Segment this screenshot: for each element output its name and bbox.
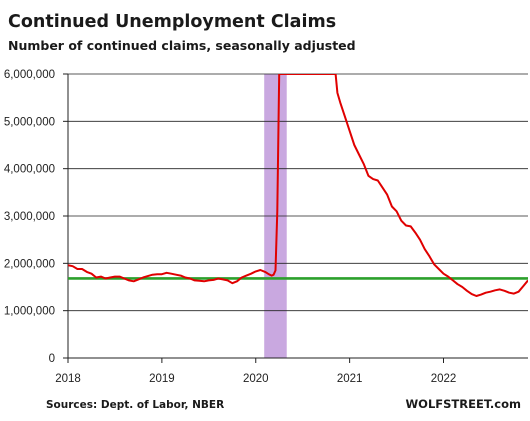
y-tick-label: 5,000,000: [4, 116, 55, 128]
x-tick-label: 2019: [149, 373, 175, 385]
y-tick-label: 2,000,000: [4, 258, 55, 270]
brand-label: WOLFSTREET.com: [405, 397, 521, 411]
x-tick-label: 2021: [337, 373, 363, 385]
y-tick-label: 4,000,000: [4, 164, 55, 176]
plot-area: 0 1,000,000 2,000,000 3,000,000 4,000,000 5,0…: [4, 69, 528, 385]
x-tick-label: 2020: [243, 373, 269, 385]
y-tick-label: 0: [49, 353, 55, 365]
y-tick-label: 6,000,000: [4, 69, 55, 81]
chart-subtitle: Number of continued claims, seasonally a…: [8, 38, 356, 53]
source-note: Sources: Dept. of Labor, NBER: [46, 399, 224, 411]
x-tick-label: 2018: [55, 373, 81, 385]
series-line: [68, 74, 528, 297]
y-tick-label: 3,000,000: [4, 211, 55, 223]
x-tick-label: 2022: [431, 373, 457, 385]
y-tick-label: 1,000,000: [4, 306, 55, 318]
chart-title: Continued Unemployment Claims: [8, 12, 336, 32]
